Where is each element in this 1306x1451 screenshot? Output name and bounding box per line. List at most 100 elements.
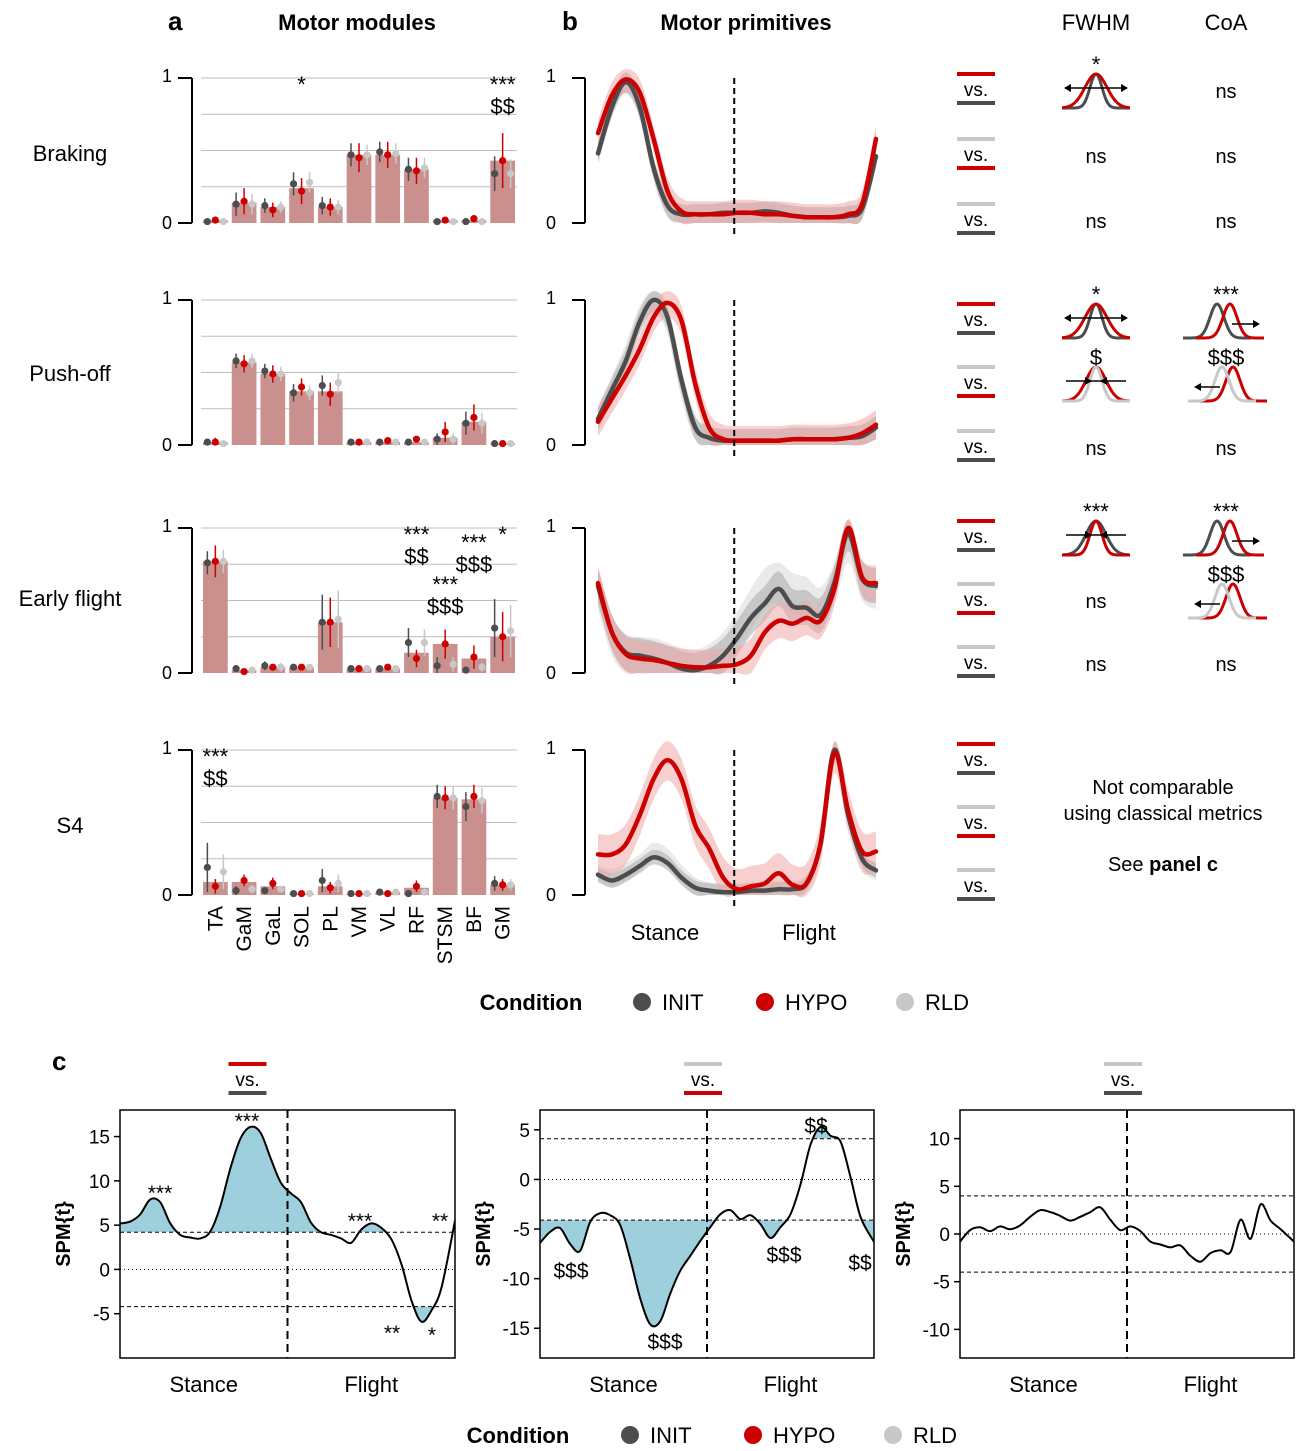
point-rld xyxy=(363,151,371,159)
curve-compared xyxy=(1062,365,1130,403)
metric-fwhm-ns: ns xyxy=(1085,211,1106,233)
spm-significance-label: $$$ xyxy=(647,1331,682,1354)
vs-label: vs. xyxy=(964,373,988,394)
vs-comparison-icon: vs. xyxy=(957,805,995,838)
category-label-ta: TA xyxy=(204,906,227,931)
modules-chart-braking: 10* ***$$ xyxy=(162,66,517,233)
point-init xyxy=(404,638,413,647)
vs-label: vs. xyxy=(964,527,988,548)
arrow-head xyxy=(1085,377,1092,385)
metric-fwhm-significance: * xyxy=(1092,52,1101,77)
bar-ta xyxy=(203,561,228,673)
vs-label: vs. xyxy=(964,653,988,674)
legend-marker-hypo-bottom xyxy=(744,1426,762,1444)
point-init xyxy=(376,665,384,673)
suprathreshold-area xyxy=(812,1126,839,1139)
line-hypo xyxy=(595,77,879,220)
waveform-icon xyxy=(1182,302,1264,340)
curve-compared xyxy=(1188,582,1256,620)
curve-reference xyxy=(1182,302,1251,340)
vs-label: vs. xyxy=(691,1070,715,1091)
significance-label: * xyxy=(498,522,507,547)
y-tick-label: 0 xyxy=(939,1225,950,1246)
primitives-chart-early-flight: 10 xyxy=(546,516,879,685)
band-rld xyxy=(598,291,876,446)
x-label-stance: Stance xyxy=(1009,1372,1078,1397)
curve-reference xyxy=(1061,72,1130,110)
point-hypo xyxy=(211,438,219,446)
point-rld xyxy=(277,663,285,671)
point-init xyxy=(462,666,470,674)
point-hypo xyxy=(269,206,277,214)
point-rld xyxy=(507,881,515,889)
vs-label: vs. xyxy=(964,145,988,166)
plot-frame xyxy=(119,1109,456,1359)
significance-label: *** xyxy=(404,522,430,547)
suprathreshold-area xyxy=(540,1220,874,1327)
vs-label: vs. xyxy=(964,437,988,458)
spm-significance-label: ** xyxy=(384,1322,400,1345)
category-label-vl: VL xyxy=(377,906,400,932)
y-tick-label: -5 xyxy=(93,1305,110,1326)
point-rld xyxy=(277,885,285,893)
point-rld xyxy=(334,615,342,623)
modules-chart-push-off: 10 xyxy=(162,288,517,455)
point-hypo xyxy=(441,640,449,648)
see-panel-c: See panel c xyxy=(1108,854,1218,876)
panel-b-label: b xyxy=(562,6,578,36)
waveform-icon xyxy=(1188,365,1267,403)
legend-label-init: INIT xyxy=(662,990,704,1015)
line-init xyxy=(595,80,879,220)
arrow-head xyxy=(1100,377,1107,385)
point-init xyxy=(433,435,441,443)
y-tick-label: -10 xyxy=(923,1320,950,1341)
point-init xyxy=(261,887,269,895)
point-rld xyxy=(363,665,371,673)
point-hypo xyxy=(211,882,219,890)
point-hypo xyxy=(355,154,363,162)
legend-label-hypo-bottom: HYPO xyxy=(773,1423,835,1448)
line-hypo xyxy=(595,750,879,892)
metric-coa-ns: ns xyxy=(1215,654,1236,676)
y-tick-label: 1 xyxy=(162,288,172,308)
arrow-head xyxy=(1064,314,1071,322)
point-hypo xyxy=(384,663,392,671)
curve-reference xyxy=(1061,519,1131,557)
point-init xyxy=(347,665,355,673)
point-rld xyxy=(420,164,429,172)
bar-gal xyxy=(260,886,286,895)
vs-comparison-icon: vs. xyxy=(957,202,995,235)
point-rld xyxy=(219,439,227,448)
point-rld xyxy=(363,438,371,446)
vs-comparison-icon: vs. xyxy=(957,365,995,398)
vs-label: vs. xyxy=(964,813,988,834)
point-rld xyxy=(420,638,429,647)
primitives-chart-s4: 10 xyxy=(546,738,879,907)
category-label-stsm: STSM xyxy=(434,906,457,964)
y-tick-label: 1 xyxy=(162,738,172,758)
point-rld xyxy=(478,797,486,805)
point-rld xyxy=(305,889,314,898)
point-hypo xyxy=(412,882,421,890)
point-init xyxy=(404,438,413,446)
waveform-icon xyxy=(1061,519,1131,557)
vs-comparison-icon: vs. xyxy=(957,137,995,170)
vs-comparison-icon: vs. xyxy=(228,1062,267,1095)
legend-label-rld-bottom: RLD xyxy=(913,1423,957,1448)
point-init xyxy=(232,357,240,365)
spm-significance-label: $$ xyxy=(804,1115,828,1138)
point-hypo xyxy=(269,879,277,888)
y-tick-label: 1 xyxy=(162,66,172,86)
y-axis-label: SPM{t} xyxy=(53,1201,75,1267)
point-rld xyxy=(449,435,457,443)
curve-compared xyxy=(1062,519,1130,557)
point-init xyxy=(376,438,384,446)
category-label-gal: GaL xyxy=(262,906,285,946)
point-rld xyxy=(248,666,256,674)
vs-comparison-icon: vs. xyxy=(957,429,995,462)
point-rld xyxy=(248,357,256,365)
point-rld xyxy=(219,217,227,226)
vs-comparison-icon: vs. xyxy=(957,582,995,615)
waveform-icon xyxy=(1061,302,1131,340)
